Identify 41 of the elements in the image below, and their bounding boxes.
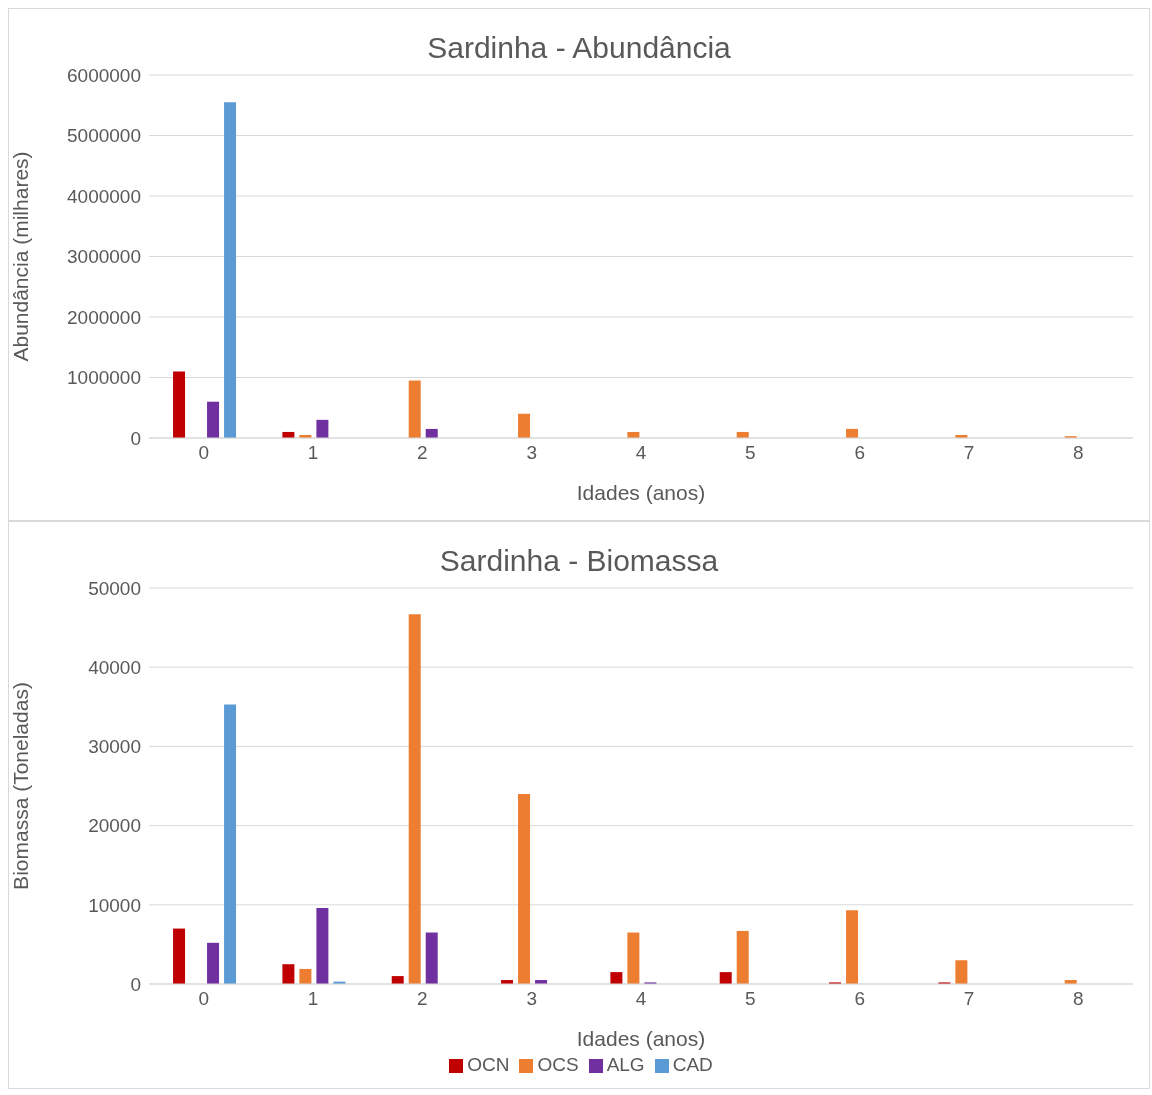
y-tick-label: 40000 — [88, 656, 141, 678]
x-tick-label: 4 — [635, 988, 647, 1010]
y-axis-title: Abundância (milhares) — [9, 151, 33, 362]
y-tick-label: 0 — [130, 427, 141, 449]
legend-label: OCS — [537, 1054, 579, 1075]
x-tick-label: 6 — [854, 988, 865, 1010]
y-tick-label: 10000 — [88, 894, 141, 916]
x-tick-label: 3 — [526, 442, 537, 464]
legend-label: CAD — [672, 1054, 713, 1075]
x-tick-label: 6 — [854, 442, 865, 464]
x-tick-label: 4 — [635, 442, 647, 464]
x-tick-label: 1 — [307, 442, 319, 464]
x-tick-label: 5 — [745, 988, 756, 1010]
x-tick-label: 8 — [1073, 988, 1084, 1010]
x-tick-label: 1 — [307, 988, 319, 1010]
y-tick-label: 30000 — [88, 736, 141, 758]
y-tick-label: 4000000 — [67, 185, 141, 207]
y-tick-label: 5000000 — [67, 125, 141, 147]
y-tick-label: 0 — [130, 973, 141, 995]
y-tick-label: 3000000 — [67, 246, 141, 268]
x-tick-label: 8 — [1073, 442, 1084, 464]
y-axis-title: Biomassa (Toneladas) — [9, 682, 33, 890]
x-tick-label: 3 — [526, 988, 537, 1010]
y-tick-label: 50000 — [88, 577, 141, 599]
legend-label: ALG — [606, 1054, 645, 1075]
x-axis-title: Idades (anos) — [576, 481, 706, 504]
x-tick-label: 7 — [963, 988, 975, 1010]
x-tick-label: 0 — [198, 442, 209, 464]
x-tick-label: 5 — [745, 442, 756, 464]
chart-title: Sardinha - Abundância — [426, 30, 732, 65]
y-tick-label: 1000000 — [67, 367, 141, 389]
x-tick-label: 0 — [198, 988, 209, 1010]
x-tick-label: 2 — [417, 442, 428, 464]
y-tick-label: 20000 — [88, 815, 141, 837]
x-axis-title: Idades (anos) — [576, 1027, 706, 1050]
x-tick-label: 7 — [963, 442, 975, 464]
x-tick-label: 2 — [417, 988, 428, 1010]
y-tick-label: 2000000 — [67, 306, 141, 328]
y-tick-label: 6000000 — [67, 64, 141, 86]
legend-label: OCN — [467, 1054, 510, 1075]
chart-title: Sardinha - Biomassa — [438, 543, 720, 578]
